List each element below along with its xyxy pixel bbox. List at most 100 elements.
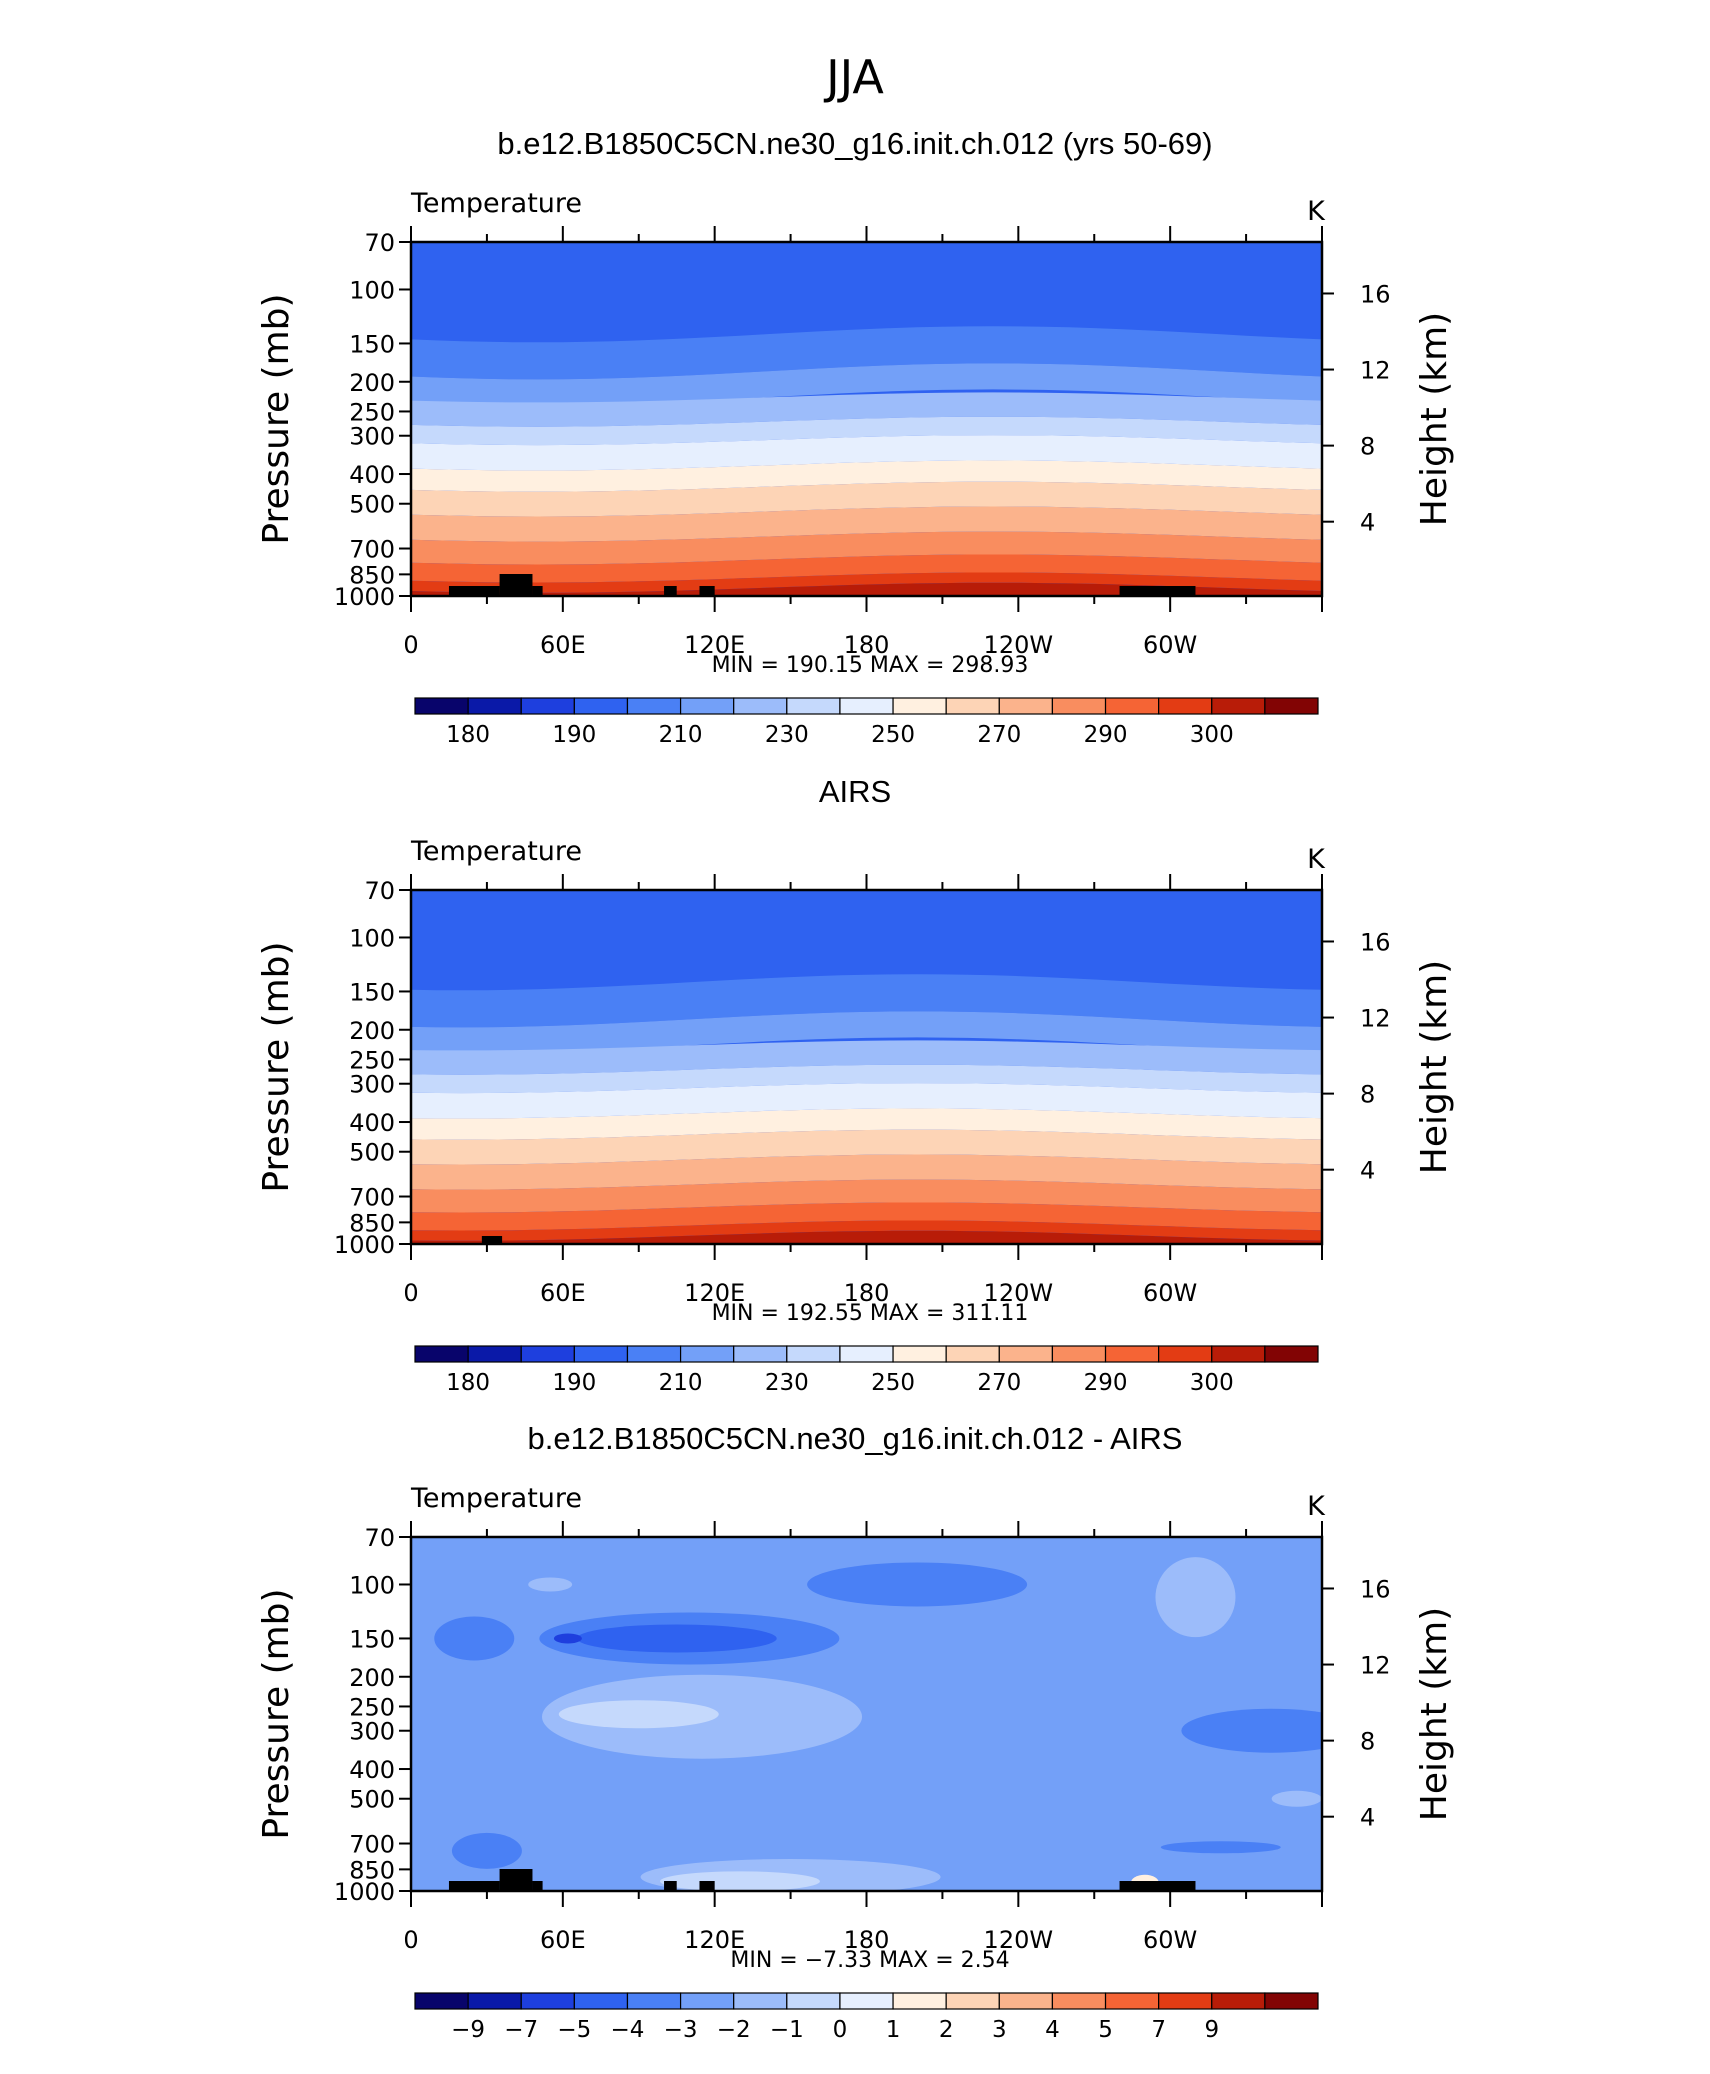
topography-mask — [532, 586, 543, 596]
colorbar-label: 190 — [552, 1370, 596, 1396]
contour-region — [451, 1832, 522, 1869]
variable-label: Temperature — [410, 188, 582, 219]
right-tick-label: 12 — [1360, 357, 1391, 385]
contour-field — [411, 242, 1322, 596]
colorbar-swatch — [414, 1992, 469, 2010]
colorbar-label: 270 — [977, 722, 1021, 748]
contour-region — [434, 1616, 515, 1661]
topography-mask — [1119, 586, 1196, 596]
colorbar-label: −7 — [504, 2017, 538, 2043]
colorbar-label: 210 — [659, 1370, 703, 1396]
contour-band — [411, 572, 1322, 593]
colorbar-swatch — [1104, 697, 1160, 715]
y-tick-label: 500 — [349, 491, 395, 519]
contour-band — [411, 554, 1322, 583]
colorbar-label: 3 — [992, 2017, 1007, 2043]
colorbar-swatch — [573, 697, 629, 715]
colorbar-swatch — [945, 1992, 1000, 2010]
units-label: K — [1307, 1491, 1326, 1522]
y-axis-title: Pressure (mb) — [256, 941, 297, 1192]
contour-region — [1271, 1790, 1322, 1807]
contour-band — [411, 974, 1322, 1028]
colorbar-swatch — [998, 1992, 1054, 2010]
y-tick-label: 300 — [349, 423, 395, 451]
contour-band — [411, 1129, 1322, 1165]
y-tick-label: 70 — [364, 1524, 395, 1552]
colorbar-label: −3 — [664, 2017, 698, 2043]
colorbar-swatch — [1051, 1992, 1107, 2010]
colorbar-label: 1 — [886, 2017, 901, 2043]
topography-mask — [664, 1881, 677, 1891]
colorbar-label: −2 — [717, 2017, 751, 2043]
right-tick-label: 4 — [1360, 509, 1375, 537]
contour-region — [558, 1700, 719, 1729]
right-tick-label: 16 — [1360, 1575, 1391, 1603]
contour-region — [1181, 1708, 1322, 1753]
colorbar-label: 7 — [1151, 2017, 1166, 2043]
colorbar-label: 250 — [871, 722, 915, 748]
x-tick-label: 60W — [1143, 1279, 1197, 1307]
colorbar-swatch — [1264, 1345, 1319, 1363]
topography-mask — [532, 1881, 543, 1891]
colorbar-swatch — [733, 1992, 788, 2010]
colorbar-swatch — [839, 697, 894, 715]
right-tick-label: 8 — [1360, 1081, 1375, 1109]
contour-band — [411, 1083, 1322, 1119]
right-tick-label: 4 — [1360, 1157, 1375, 1185]
x-tick-label: 180 — [844, 1279, 890, 1307]
contour-region — [576, 1624, 777, 1653]
colorbar-swatch — [520, 1992, 575, 2010]
colorbar-swatch — [626, 1345, 682, 1363]
colorbar-label: −4 — [611, 2017, 645, 2043]
topography-mask — [664, 586, 677, 596]
colorbar-swatch — [1264, 1992, 1319, 2010]
contour-band — [411, 1064, 1322, 1094]
colorbar-swatch — [573, 1345, 629, 1363]
y-tick-label: 200 — [349, 1664, 395, 1692]
contour-band — [411, 531, 1322, 565]
y-tick-label: 850 — [349, 1209, 395, 1237]
topography-mask — [699, 586, 715, 596]
right-tick-label: 12 — [1360, 1652, 1391, 1680]
y-tick-label: 250 — [349, 1693, 395, 1721]
colorbar-swatch — [626, 1992, 682, 2010]
panel-title: AIRS — [819, 774, 891, 809]
y-tick-label: 500 — [349, 1786, 395, 1814]
contour-band — [411, 363, 1322, 406]
contour-band — [411, 1154, 1322, 1190]
contour-band — [411, 435, 1322, 471]
y-tick-label: 850 — [349, 561, 395, 589]
right-axis-title: Height (km) — [1414, 960, 1455, 1174]
right-tick-label: 8 — [1360, 1728, 1375, 1756]
min-max-label: MIN = 192.55 MAX = 311.11 — [712, 1301, 1029, 1326]
colorbar-label: 180 — [446, 722, 490, 748]
contour-band — [411, 460, 1322, 492]
right-tick-label: 8 — [1360, 433, 1375, 461]
topography-mask — [499, 1869, 533, 1891]
contour-region — [807, 1562, 1028, 1607]
colorbar-label: 190 — [552, 722, 596, 748]
x-tick-label: 60W — [1143, 631, 1197, 659]
colorbar-swatch — [786, 697, 841, 715]
contour-band — [411, 1179, 1322, 1213]
colorbar-swatch — [786, 1345, 841, 1363]
y-tick-label: 100 — [349, 276, 395, 304]
colorbar-label: −1 — [770, 2017, 804, 2043]
colorbar-swatch — [1104, 1345, 1160, 1363]
panel-title: b.e12.B1850C5CN.ne30_g16.init.ch.012 - A… — [528, 1421, 1183, 1456]
right-tick-label: 4 — [1360, 1804, 1375, 1832]
colorbar-swatch — [892, 1992, 947, 2010]
contour-band — [411, 1040, 1322, 1075]
colorbar-swatch — [679, 1345, 735, 1363]
right-tick-label: 16 — [1360, 280, 1391, 308]
colorbar-swatch — [892, 697, 947, 715]
colorbar-label: 300 — [1190, 722, 1234, 748]
contour-band — [411, 1220, 1322, 1241]
y-tick-label: 700 — [349, 1831, 395, 1859]
x-tick-label: 120E — [684, 631, 745, 659]
colorbar-swatch — [1211, 1992, 1266, 2010]
y-tick-label: 70 — [364, 229, 395, 257]
x-tick-label: 120W — [984, 1279, 1054, 1307]
x-tick-label: 120E — [684, 1926, 745, 1954]
